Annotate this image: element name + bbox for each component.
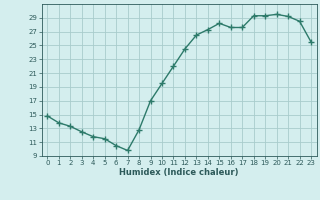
X-axis label: Humidex (Indice chaleur): Humidex (Indice chaleur) <box>119 168 239 177</box>
